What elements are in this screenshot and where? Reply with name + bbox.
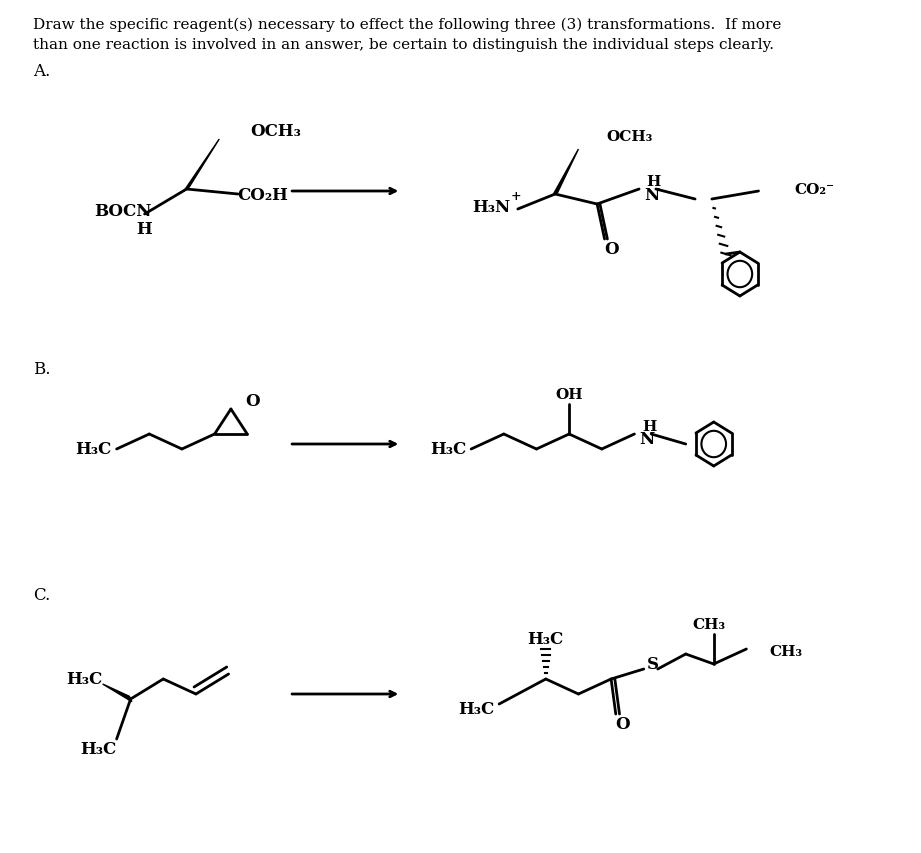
Text: CO₂⁻: CO₂⁻ [794,183,834,197]
Text: CO₂H: CO₂H [238,186,288,203]
Text: H: H [136,221,153,238]
Text: H₃C: H₃C [459,700,495,717]
Text: H₃C: H₃C [430,441,467,458]
Text: CH₃: CH₃ [693,618,726,631]
Text: O: O [245,393,260,410]
Text: +: + [510,190,521,203]
Text: H₃N: H₃N [472,198,511,215]
Text: OCH₃: OCH₃ [250,124,301,141]
Text: OH: OH [555,387,583,402]
Text: N: N [644,186,659,203]
Text: CH₃: CH₃ [770,644,803,659]
Text: H₃C: H₃C [80,740,117,757]
Text: Draw the specific reagent(s) necessary to effect the following three (3) transfo: Draw the specific reagent(s) necessary t… [32,18,781,52]
Text: N: N [639,431,654,448]
Text: H₃C: H₃C [527,630,564,647]
Polygon shape [102,684,132,702]
Text: OCH₃: OCH₃ [606,130,653,144]
Text: B.: B. [32,361,50,378]
Text: A.: A. [32,63,50,80]
Text: H: H [647,175,661,189]
Text: H₃C: H₃C [76,441,112,458]
Text: C.: C. [32,586,50,603]
Polygon shape [184,140,219,192]
Polygon shape [553,150,578,196]
Text: O: O [615,716,630,733]
Text: H₃C: H₃C [66,670,102,688]
Text: S: S [647,656,659,673]
Text: O: O [604,241,618,258]
Text: BOCN: BOCN [95,203,152,220]
Text: H: H [642,420,657,433]
